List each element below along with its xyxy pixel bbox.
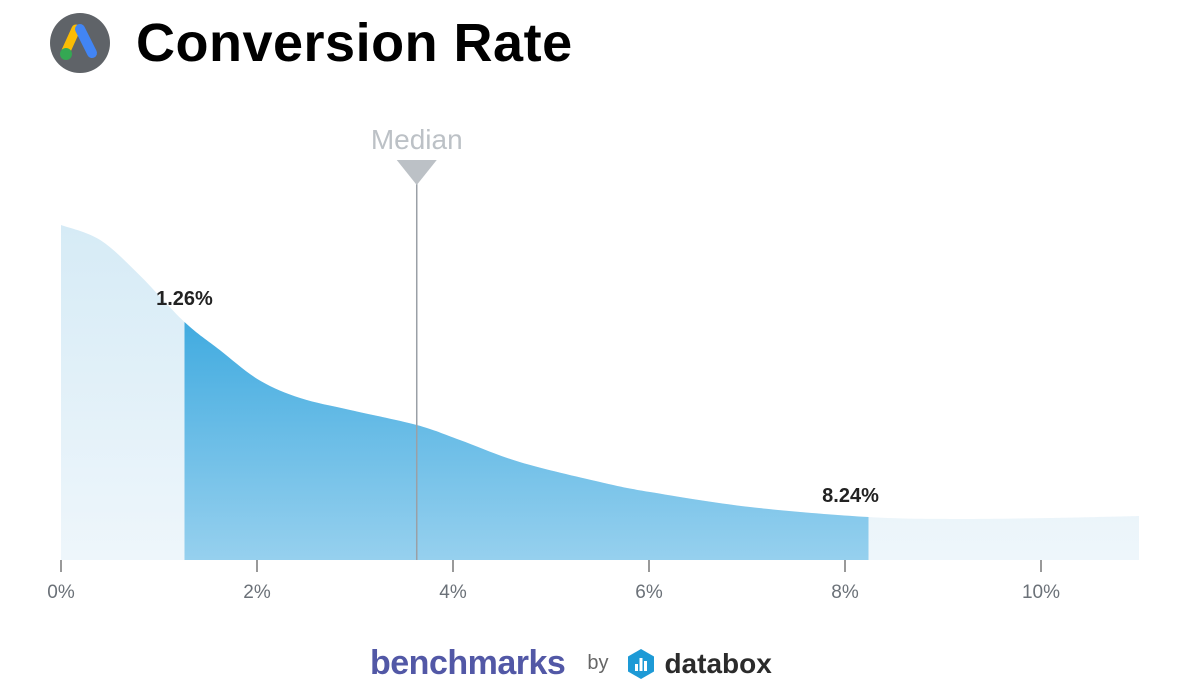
google-ads-icon [50, 13, 110, 73]
median-marker-icon [396, 160, 437, 185]
range-end-label: 8.24% [822, 485, 879, 507]
footer: benchmarks by databox [370, 644, 772, 683]
x-tick-label: 6% [635, 582, 663, 603]
page-title: Conversion Rate [136, 13, 573, 73]
x-tick-label: 0% [47, 582, 75, 603]
x-axis: 0% 2% 4% 6% 8% 10% [47, 560, 1060, 603]
databox-logo: databox [664, 647, 772, 679]
header: Conversion Rate [50, 12, 573, 74]
x-tick-label: 4% [439, 582, 467, 603]
density-area-highlight [184, 321, 869, 560]
density-chart: 0% 2% 4% 6% 8% 10% Median 1.26% 8.24% [47, 124, 1139, 603]
by-text: by [587, 652, 609, 674]
benchmarks-logo: benchmarks [370, 644, 566, 682]
range-start-label: 1.26% [156, 288, 213, 310]
databox-logo-icon [628, 648, 655, 679]
x-tick-label: 8% [831, 582, 859, 603]
x-tick-label: 2% [243, 582, 271, 603]
median-label: Median [371, 124, 463, 155]
x-tick-label: 10% [1022, 582, 1060, 603]
